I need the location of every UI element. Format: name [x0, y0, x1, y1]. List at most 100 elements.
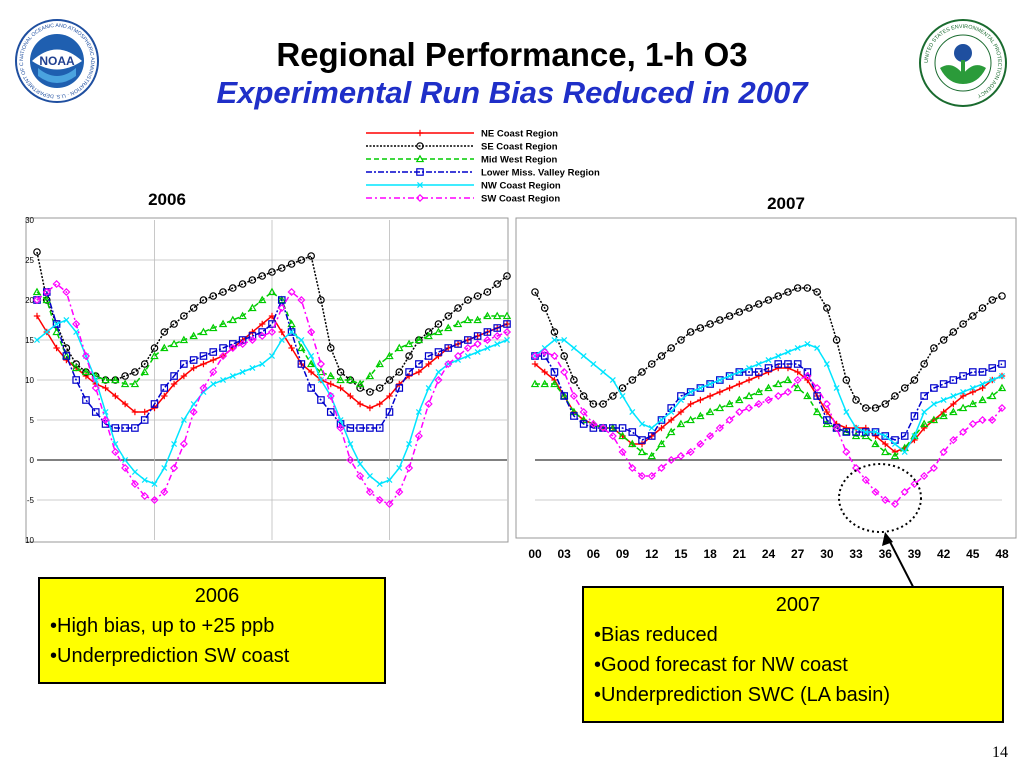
data-point	[969, 388, 977, 396]
data-point	[901, 449, 908, 455]
data-point	[169, 339, 179, 348]
chart-2006-title: 2006	[148, 190, 186, 209]
legend-label: NE Coast Region	[481, 129, 558, 140]
underprediction-ellipse	[838, 463, 922, 533]
x-tick-label: 30	[820, 547, 834, 561]
data-point	[385, 351, 394, 360]
data-point	[735, 308, 744, 316]
x-tick-label: 00	[528, 547, 542, 561]
data-point	[686, 447, 695, 457]
x-tick-label: 39	[908, 547, 922, 561]
data-point	[131, 424, 139, 432]
data-point	[249, 365, 256, 371]
data-point	[492, 311, 502, 320]
legend-label: SE Coast Region	[481, 142, 558, 153]
data-point	[978, 415, 987, 425]
data-point	[697, 385, 704, 391]
data-point	[871, 404, 880, 412]
data-point	[706, 392, 714, 400]
data-point	[484, 345, 491, 351]
data-point	[180, 372, 188, 380]
data-point	[638, 368, 646, 376]
data-point	[190, 401, 197, 407]
data-point	[130, 379, 140, 388]
data-point	[911, 433, 918, 439]
data-point	[453, 351, 463, 361]
data-point	[308, 353, 315, 359]
series-group-2007	[530, 284, 1007, 509]
data-point	[444, 323, 453, 332]
data-point	[716, 388, 724, 396]
data-point	[385, 376, 394, 384]
data-point	[356, 400, 364, 408]
data-point	[375, 359, 384, 368]
series-line	[534, 287, 1003, 409]
data-point	[579, 420, 588, 428]
data-point	[735, 407, 744, 417]
data-point	[425, 360, 432, 368]
data-point	[686, 388, 695, 396]
data-point	[784, 288, 792, 296]
data-point	[853, 425, 860, 431]
series-line	[535, 379, 1003, 457]
data-point	[376, 400, 383, 408]
data-point	[248, 335, 257, 345]
data-point	[141, 408, 148, 416]
data-point	[696, 439, 705, 449]
data-point	[628, 376, 637, 384]
data-point	[647, 432, 656, 440]
data-point	[764, 395, 773, 405]
data-point	[102, 409, 109, 415]
data-point	[706, 431, 715, 441]
data-point	[112, 392, 119, 400]
data-point	[667, 344, 676, 352]
y-tick-label: 0	[30, 456, 35, 465]
data-point	[949, 435, 958, 445]
data-point	[473, 315, 482, 324]
data-point	[862, 424, 869, 432]
x-tick-label: 48	[995, 547, 1009, 561]
data-point	[366, 424, 374, 432]
data-point	[589, 400, 598, 408]
data-point	[199, 327, 208, 336]
legend-label: NW Coast Region	[481, 181, 561, 192]
data-point	[618, 384, 627, 392]
data-point	[375, 384, 384, 392]
data-point	[979, 381, 986, 387]
data-point	[317, 396, 325, 404]
data-point	[287, 328, 296, 336]
data-point	[160, 384, 169, 392]
data-point	[910, 412, 919, 420]
data-point	[929, 415, 939, 424]
data-point	[881, 447, 890, 456]
data-point	[414, 335, 424, 344]
data-point	[493, 331, 502, 341]
legend-marker-diamond	[415, 193, 425, 203]
data-point	[754, 387, 763, 396]
data-point	[881, 400, 890, 408]
data-point	[715, 423, 724, 433]
data-point	[676, 419, 686, 428]
data-point	[434, 320, 443, 328]
data-point	[405, 372, 413, 380]
x-tick-label: 36	[879, 547, 893, 561]
data-point	[707, 381, 714, 387]
data-point	[483, 288, 492, 296]
data-point	[33, 312, 41, 320]
legend-item-ne-coast-region: NE Coast Region	[366, 129, 558, 140]
data-point	[872, 432, 879, 440]
data-point	[464, 296, 472, 304]
data-point	[706, 320, 714, 328]
data-point	[210, 381, 217, 387]
data-point	[648, 425, 655, 431]
data-point	[619, 393, 626, 399]
data-point	[823, 304, 831, 312]
data-point	[161, 392, 168, 400]
data-point	[474, 332, 481, 340]
data-point	[121, 400, 129, 408]
data-point	[550, 368, 559, 376]
data-point	[151, 404, 158, 412]
y-tick-label: 25	[25, 256, 34, 265]
data-point	[910, 376, 919, 384]
data-point	[150, 351, 159, 360]
